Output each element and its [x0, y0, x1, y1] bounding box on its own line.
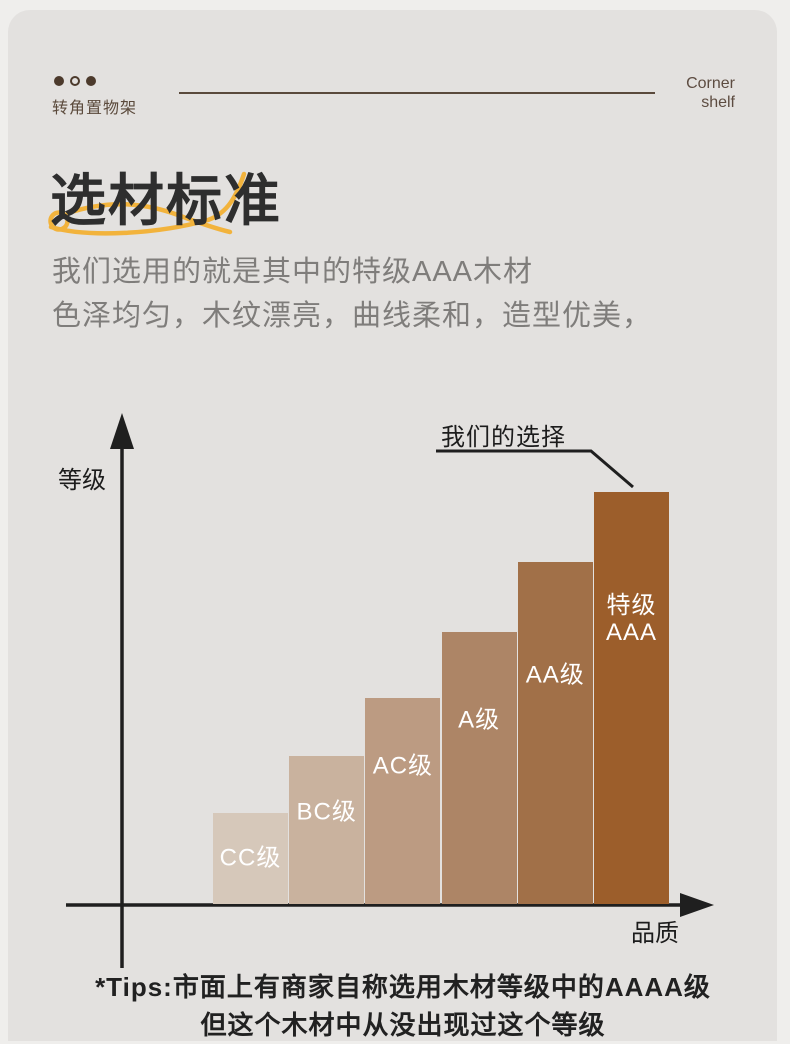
tips-line1: *Tips:市面上有商家自称选用木材等级中的AAAA级 [95, 972, 711, 1002]
y-axis-arrow-icon [110, 413, 134, 449]
bar-label-特级AAA: 特级 AAA [605, 592, 658, 646]
annotation-leader-line [436, 449, 634, 489]
content-card: 转角置物架 Corner shelf 选材标准 我们选用的就是其中的特级AAA木… [8, 10, 777, 1041]
brand-en-line2: shelf [701, 94, 735, 111]
brand-name-en: Corner shelf [686, 74, 735, 112]
tips-line2: 但这个木材中从没出现过这个等级 [200, 1010, 606, 1040]
title-underline-swoosh-icon [48, 171, 247, 236]
dot-filled-icon [86, 76, 96, 86]
bar-AC级: AC级 [365, 698, 441, 904]
x-axis-arrow-icon [680, 893, 714, 917]
intro-paragraph: 我们选用的就是其中的特级AAA木材 色泽均匀，木纹漂亮，曲线柔和，造型优美， [52, 250, 652, 338]
page-title: 选材标准 [50, 169, 282, 232]
dot-filled-icon [54, 76, 64, 86]
dot-hollow-icon [70, 76, 80, 86]
bar-A级: A级 [441, 632, 517, 904]
bar-BC级: BC级 [289, 755, 365, 904]
bar-label-A级: A级 [458, 706, 501, 734]
intro-line2: 色泽均匀，木纹漂亮，曲线柔和，造型优美， [52, 300, 653, 332]
our-choice-annotation: 我们的选择 [441, 424, 566, 451]
bar-label-BC级: BC级 [296, 798, 357, 826]
bar-label-AA级: AA级 [525, 661, 585, 689]
bar-特级AAA: 特级 AAA [594, 492, 669, 904]
header-divider [179, 92, 655, 94]
intro-line1: 我们选用的就是其中的特级AAA木材 [52, 256, 534, 288]
bar-label-AC级: AC级 [372, 752, 434, 780]
bar-label-CC级: CC级 [219, 844, 282, 872]
brand-dots-icon [54, 76, 96, 86]
y-axis-label: 等级 [58, 467, 106, 494]
tips-note: *Tips:市面上有商家自称选用木材等级中的AAAA级 但这个木材中从没出现过这… [8, 968, 790, 1044]
brand-en-line1: Corner [686, 75, 735, 92]
grade-bar-chart: 等级 品质 我们的选择 CC级 BC级 AC级 A级 AA级 特级 AAA [8, 405, 790, 970]
bar-AA级: AA级 [517, 562, 593, 904]
bar-CC级: CC级 [213, 813, 288, 904]
brand-name-cn: 转角置物架 [52, 100, 138, 117]
x-axis-label: 品质 [631, 920, 679, 947]
